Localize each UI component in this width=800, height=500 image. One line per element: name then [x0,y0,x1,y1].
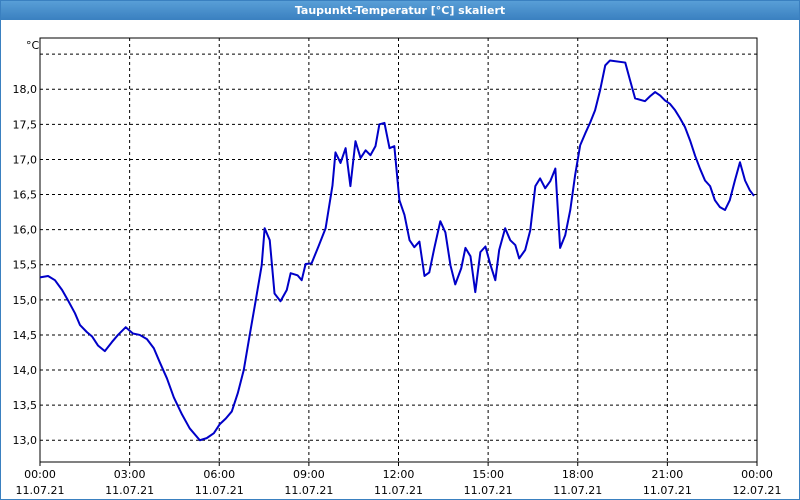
x-tick-label: 00:00 [24,468,56,481]
x-tick-label: 11.07.21 [553,484,602,497]
y-tick-label: 17,5 [13,118,38,131]
y-unit: °C [26,39,40,52]
y-tick-label: 14,5 [13,329,38,342]
x-tick-label: 12.07.21 [733,484,782,497]
x-tick-label: 12:00 [383,468,415,481]
x-tick-label: 09:00 [293,468,325,481]
x-tick-label: 11.07.21 [464,484,513,497]
x-tick-label: 11.07.21 [643,484,692,497]
y-tick-label: 13,0 [13,434,38,447]
y-tick-label: 16,0 [13,224,38,237]
title-bar [0,0,800,20]
x-tick-label: 03:00 [114,468,146,481]
x-tick-label: 06:00 [203,468,235,481]
x-tick-label: 11.07.21 [16,484,65,497]
y-tick-label: 15,5 [13,259,38,272]
x-tick-label: 15:00 [472,468,504,481]
x-tick-label: 18:00 [562,468,594,481]
y-tick-label: 18,0 [13,83,38,96]
x-tick-label: 11.07.21 [105,484,154,497]
y-tick-label: 16,5 [13,189,38,202]
chart-title: Taupunkt-Temperatur [°C] skaliert [295,4,505,17]
x-tick-label: 00:00 [741,468,773,481]
y-tick-label: 17,0 [13,153,38,166]
x-tick-label: 11.07.21 [374,484,423,497]
y-tick-label: 15,0 [13,294,38,307]
y-tick-label: 14,0 [13,364,38,377]
x-tick-label: 21:00 [652,468,684,481]
x-tick-label: 11.07.21 [284,484,333,497]
x-tick-label: 11.07.21 [195,484,244,497]
y-tick-label: 13,5 [13,399,38,412]
data-line [39,59,755,442]
plot-frame [39,37,758,463]
